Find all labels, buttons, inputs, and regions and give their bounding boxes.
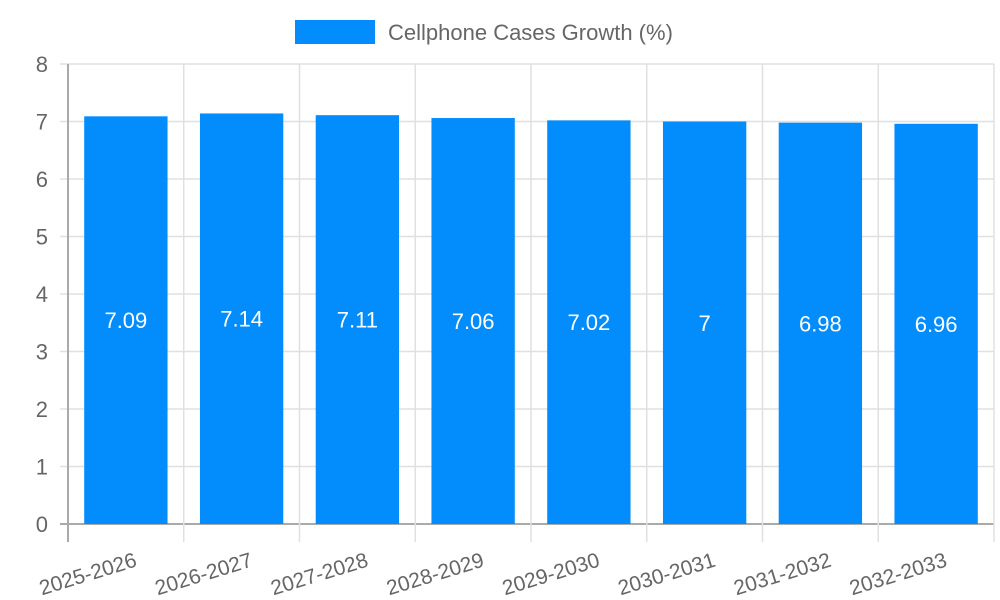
y-tick-label: 5 <box>36 225 48 250</box>
y-tick-label: 0 <box>36 512 48 537</box>
bar[interactable] <box>547 120 631 524</box>
bar[interactable] <box>778 122 863 525</box>
data-label: 7.02 <box>567 310 610 335</box>
x-tick-label: 2025-2026 <box>37 549 140 600</box>
data-label: 7.14 <box>220 307 263 332</box>
bar[interactable] <box>662 121 747 525</box>
legend-label: Cellphone Cases Growth (%) <box>388 20 673 45</box>
data-label: 6.98 <box>799 311 842 336</box>
legend-swatch <box>295 20 375 44</box>
y-tick-label: 6 <box>36 167 48 192</box>
bar[interactable] <box>315 115 400 525</box>
bar[interactable] <box>894 123 978 525</box>
y-tick-label: 3 <box>36 340 48 365</box>
data-label: 7.06 <box>452 309 495 334</box>
data-label: 7 <box>699 311 711 336</box>
x-tick-label: 2026-2027 <box>152 549 255 600</box>
y-tick-label: 7 <box>36 110 48 135</box>
x-tick-label: 2029-2030 <box>500 549 603 600</box>
x-tick-label: 2030-2031 <box>615 549 718 600</box>
x-tick-label: 2031-2032 <box>731 549 834 600</box>
y-tick-label: 2 <box>36 397 48 422</box>
bar[interactable] <box>199 113 284 524</box>
data-label: 6.96 <box>915 312 958 337</box>
data-label: 7.09 <box>104 308 147 333</box>
y-tick-label: 8 <box>36 52 48 77</box>
x-tick-label: 2028-2029 <box>384 549 487 600</box>
legend[interactable]: Cellphone Cases Growth (%) <box>295 20 673 45</box>
bar[interactable] <box>431 118 515 525</box>
y-tick-label: 1 <box>36 455 48 480</box>
x-tick-label: 2027-2028 <box>268 549 371 600</box>
y-tick-label: 4 <box>36 282 48 307</box>
bar[interactable] <box>84 116 168 524</box>
x-tick-label: 2032-2033 <box>847 549 950 600</box>
data-label: 7.11 <box>337 308 378 333</box>
